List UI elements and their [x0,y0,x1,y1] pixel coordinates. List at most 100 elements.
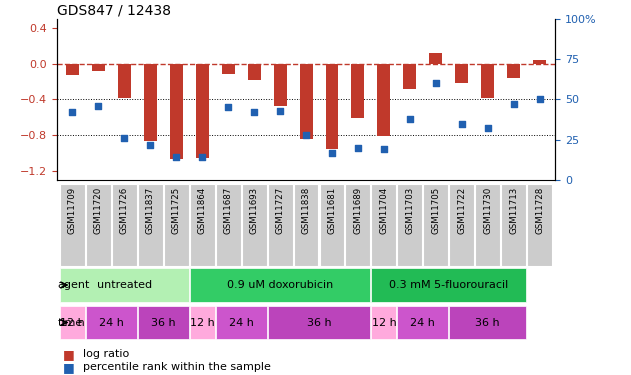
Bar [138,306,189,339]
Text: 36 h: 36 h [476,318,500,327]
Bar [372,306,396,339]
Text: 0.9 uM doxorubicin: 0.9 uM doxorubicin [227,280,333,290]
Text: GSM11864: GSM11864 [198,187,207,234]
Bar [247,63,261,80]
Bar [533,60,546,63]
Point [249,109,259,115]
Text: 36 h: 36 h [151,318,175,327]
Text: GSM11687: GSM11687 [223,187,233,234]
Bar [456,63,468,83]
Point [379,146,389,152]
Text: time: time [57,318,83,327]
Text: log ratio: log ratio [83,350,129,359]
Bar [449,184,475,266]
Bar [351,63,365,118]
Point [171,154,181,160]
Point [197,154,207,160]
Bar [86,184,111,266]
Point [301,132,311,138]
Text: GSM11725: GSM11725 [172,187,180,234]
Bar [190,306,215,339]
Bar [346,184,370,266]
Text: 24 h: 24 h [228,318,254,327]
Bar [92,63,105,71]
Bar [274,63,286,106]
Bar [481,63,494,98]
Bar [170,63,183,159]
Text: ■: ■ [63,348,75,361]
Bar [190,268,370,302]
Text: GSM11709: GSM11709 [68,187,77,234]
Point [223,104,233,110]
Bar [475,184,500,266]
Point [457,120,467,126]
Point [353,145,363,151]
Text: GSM11727: GSM11727 [276,187,285,234]
Text: untreated: untreated [97,280,152,290]
Text: 24 h: 24 h [99,318,124,327]
Text: GSM11720: GSM11720 [94,187,103,234]
Text: 0.3 mM 5-fluorouracil: 0.3 mM 5-fluorouracil [389,280,509,290]
Bar [372,184,396,266]
Bar [268,184,293,266]
Text: agent: agent [57,280,90,290]
Point [275,108,285,114]
Bar [221,63,235,74]
Text: GSM11689: GSM11689 [353,187,362,234]
Bar [164,184,189,266]
Text: GSM11728: GSM11728 [535,187,544,234]
Text: 36 h: 36 h [307,318,331,327]
Bar [398,184,422,266]
Text: GSM11713: GSM11713 [509,187,518,234]
Text: GSM11726: GSM11726 [120,187,129,234]
Bar [118,63,131,98]
Point [93,103,103,109]
Text: 24 h: 24 h [410,318,435,327]
Bar [372,268,526,302]
Text: 12 h: 12 h [190,318,215,327]
Bar [507,63,520,78]
Point [145,141,155,147]
Bar [144,63,156,141]
Bar [190,184,215,266]
Point [327,150,337,156]
Bar [60,184,85,266]
Bar [268,306,370,339]
Text: GDS847 / 12438: GDS847 / 12438 [57,4,171,18]
Text: ■: ■ [63,361,75,374]
Point [509,101,519,107]
Point [119,135,129,141]
Text: GSM11722: GSM11722 [457,187,466,234]
Bar [501,184,526,266]
Text: GSM11705: GSM11705 [432,187,440,234]
Point [431,80,441,86]
Text: GSM11681: GSM11681 [327,187,336,234]
Bar [66,63,79,75]
Bar [60,268,189,302]
Point [405,116,415,122]
Bar [86,306,137,339]
Bar [403,63,416,88]
Text: 12 h: 12 h [60,318,85,327]
Bar [138,184,163,266]
Bar [398,306,448,339]
Text: GSM11703: GSM11703 [405,187,415,234]
Bar [112,184,137,266]
Bar [216,306,266,339]
Bar [216,184,240,266]
Bar [423,184,448,266]
Point [534,96,545,102]
Point [483,125,493,131]
Text: GSM11838: GSM11838 [302,187,310,234]
Bar [196,63,209,159]
Bar [60,306,85,339]
Bar [293,184,319,266]
Text: GSM11837: GSM11837 [146,187,155,234]
Text: percentile rank within the sample: percentile rank within the sample [83,363,271,372]
Bar [300,63,312,139]
Text: GSM11704: GSM11704 [379,187,389,234]
Bar [449,306,526,339]
Text: GSM11693: GSM11693 [250,187,259,234]
Bar [528,184,552,266]
Bar [319,184,345,266]
